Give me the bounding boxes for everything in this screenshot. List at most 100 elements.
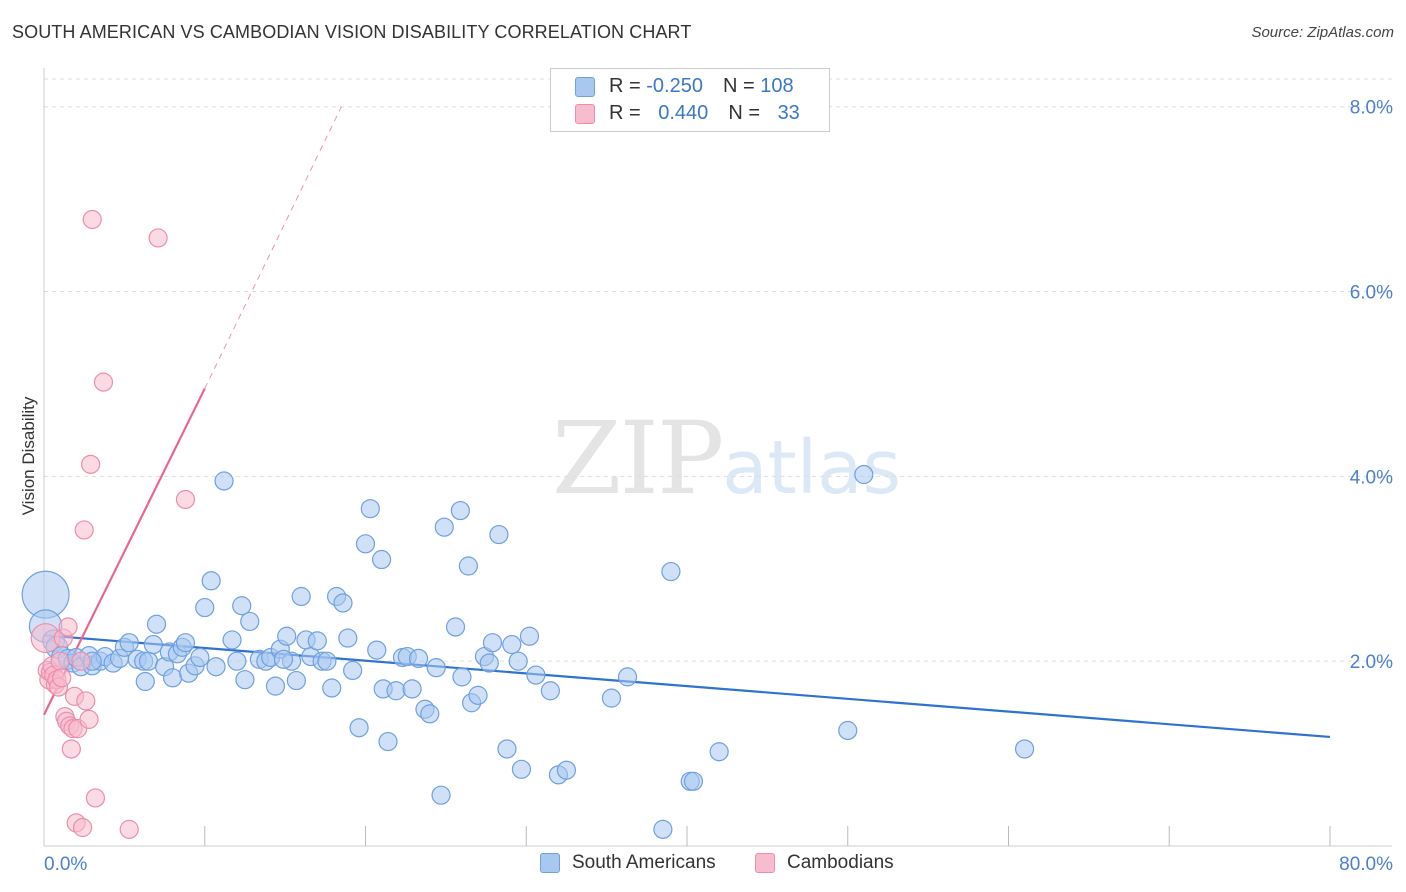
point-south-americans: [458, 556, 478, 576]
point-south-americans: [420, 704, 440, 724]
point-cambodians: [175, 489, 196, 510]
legend-r-label: R =: [609, 102, 647, 124]
point-south-americans: [617, 667, 638, 687]
legend-r-value: -0.250: [646, 75, 703, 97]
point-south-americans: [277, 626, 297, 646]
y-tick-label: 2.0%: [1350, 652, 1393, 673]
point-south-americans: [502, 634, 522, 655]
point-south-americans: [402, 679, 422, 699]
y-tick-label: 4.0%: [1350, 467, 1393, 488]
point-cambodians: [61, 739, 81, 759]
point-south-americans: [854, 464, 874, 485]
point-cambodians: [148, 228, 168, 248]
point-south-americans: [683, 771, 704, 791]
point-south-americans: [526, 665, 546, 685]
point-cambodians: [58, 617, 78, 637]
point-south-americans: [653, 819, 673, 839]
point-south-americans: [322, 678, 342, 698]
point-cambodians: [81, 454, 101, 474]
watermark-atlas: atlas: [722, 425, 902, 511]
point-south-americans: [378, 731, 398, 752]
point-cambodians: [74, 520, 94, 540]
points-layer: [21, 209, 1035, 839]
point-cambodians: [76, 691, 96, 711]
point-cambodians: [50, 651, 70, 671]
axis-layer: [43, 68, 1392, 847]
legend-n-value: 33: [777, 102, 800, 124]
point-south-americans: [452, 667, 472, 687]
y-tick-label: 6.0%: [1350, 283, 1393, 304]
point-south-americans: [206, 657, 226, 677]
bottom-legend-swatch-pink: [755, 853, 775, 873]
legend-swatch-blue: [575, 77, 595, 97]
point-cambodians: [93, 372, 114, 392]
trend-line-south-americans: [43, 634, 1331, 739]
point-south-americans: [195, 597, 215, 618]
point-south-americans: [146, 614, 167, 634]
point-south-americans: [371, 549, 392, 570]
point-south-americans: [265, 676, 286, 696]
chart-source: Source: ZipAtlas.com: [1251, 24, 1394, 41]
correlation-legend: R = -0.250 N = 108 R = 0.440 N = 33: [550, 68, 830, 132]
point-south-americans: [355, 534, 376, 554]
point-south-americans: [1014, 739, 1035, 759]
point-south-americans: [291, 586, 311, 607]
point-south-americans: [468, 685, 488, 705]
point-south-americans: [434, 517, 454, 537]
point-south-americans: [360, 499, 380, 519]
point-south-americans: [138, 651, 159, 671]
point-south-americans: [489, 524, 509, 545]
watermark-zip: ZIP: [552, 400, 724, 517]
point-south-americans: [408, 648, 429, 669]
point-south-americans: [135, 671, 155, 692]
point-south-americans: [273, 649, 294, 669]
point-cambodians: [82, 209, 102, 230]
bottom-legend-label: South Americans: [572, 852, 716, 873]
x-tick-label-max: 80.0%: [1339, 854, 1393, 875]
point-south-americans: [175, 633, 196, 653]
point-south-americans: [450, 500, 470, 521]
point-south-americans: [240, 611, 260, 632]
point-south-americans: [343, 660, 363, 681]
point-south-americans: [235, 670, 255, 690]
point-cambodians: [119, 819, 139, 839]
point-cambodians: [52, 668, 72, 688]
point-south-americans: [307, 631, 327, 651]
point-south-americans: [556, 760, 577, 780]
point-south-americans: [519, 626, 540, 646]
point-south-americans: [190, 647, 210, 668]
point-south-americans: [349, 718, 369, 738]
legend-r-label: R =: [609, 75, 647, 97]
watermark: ZIPatlas: [552, 400, 901, 517]
point-south-americans: [508, 651, 528, 671]
point-south-americans: [838, 720, 858, 741]
point-south-americans: [119, 633, 139, 653]
point-south-americans: [661, 561, 681, 582]
point-south-americans: [222, 630, 242, 650]
grid-layer: [44, 78, 1392, 662]
chart-title: SOUTH AMERICAN VS CAMBODIAN VISION DISAB…: [12, 22, 692, 42]
point-south-americans: [201, 571, 221, 591]
bottom-legend-label: Cambodians: [787, 852, 894, 873]
point-south-americans: [497, 739, 517, 759]
point-south-americans: [338, 628, 358, 648]
point-south-americans: [426, 658, 446, 678]
point-south-americans: [601, 688, 622, 708]
point-south-americans: [445, 617, 466, 637]
point-south-americans: [431, 785, 451, 805]
x-tick-label-min: 0.0%: [44, 854, 87, 875]
point-south-americans: [317, 651, 337, 671]
y-tick-label: 8.0%: [1350, 98, 1393, 119]
bottom-legend-swatch-blue: [540, 853, 560, 873]
point-south-americans: [540, 681, 560, 701]
legend-r-value: 0.440: [658, 102, 709, 124]
point-south-americans: [227, 651, 247, 671]
point-south-americans: [482, 633, 503, 653]
point-south-americans: [709, 742, 729, 762]
legend-swatch-pink: [575, 104, 595, 124]
point-cambodians: [79, 709, 99, 729]
point-south-americans: [386, 681, 406, 701]
label-layer: 2.0% 4.0% 6.0% 8.0% 0.0% 80.0% Vision Disabili…: [19, 98, 1393, 875]
point-cambodians: [71, 651, 91, 671]
